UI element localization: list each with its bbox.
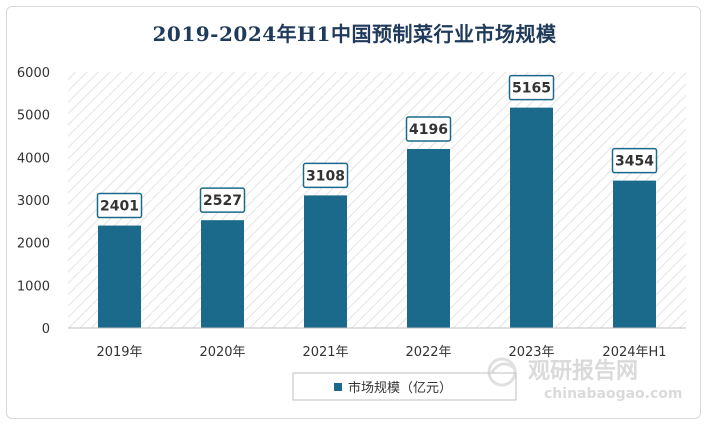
legend: 市场规模（亿元） xyxy=(292,372,517,401)
y-tick-label: 6000 xyxy=(17,66,50,81)
x-tick-label: 2022年 xyxy=(405,345,451,360)
bar xyxy=(304,195,347,328)
data-label: 3454 xyxy=(615,154,654,170)
watermark: 观研报告网 chinabaogao.com xyxy=(487,357,682,402)
data-label-box xyxy=(199,187,246,213)
y-tick-label: 2000 xyxy=(17,237,50,252)
x-tick-label: 2020年 xyxy=(199,345,245,360)
bar xyxy=(407,148,450,328)
y-tick-label: 0 xyxy=(42,322,50,337)
data-label-box xyxy=(405,116,452,142)
legend-swatch xyxy=(334,383,342,391)
y-tick-label: 5000 xyxy=(17,109,50,124)
data-label-box xyxy=(611,147,658,174)
data-label-box xyxy=(96,192,143,219)
bars xyxy=(98,107,656,328)
legend-box xyxy=(292,372,517,401)
watermark-brand: 观研报告网 xyxy=(528,359,638,384)
x-tick-label: 2023年 xyxy=(508,345,554,360)
data-label-box xyxy=(302,162,349,189)
y-tick-label: 3000 xyxy=(17,194,50,209)
chart-title: 2019-2024年H1中国预制菜行业市场规模 xyxy=(152,22,557,46)
plot-area-background xyxy=(68,72,686,328)
legend-label: 市场规模（亿元） xyxy=(348,380,452,396)
watermark-url: chinabaogao.com xyxy=(544,386,682,402)
y-tick-label: 1000 xyxy=(17,279,50,294)
bar xyxy=(613,180,656,328)
bar xyxy=(201,220,244,328)
x-tick-label: 2024年H1 xyxy=(602,345,666,360)
data-label: 5165 xyxy=(512,81,551,97)
y-axis: 0 1000 2000 3000 4000 5000 6000 xyxy=(17,66,50,337)
x-tick-label: 2019年 xyxy=(96,345,142,360)
data-labels: 2401 2527 3108 4196 5165 3454 xyxy=(96,74,658,219)
data-label-box xyxy=(508,74,555,101)
bar xyxy=(510,107,553,328)
x-tick-label: 2021年 xyxy=(302,345,348,360)
watermark-logo-icon xyxy=(487,357,517,387)
y-tick-label: 4000 xyxy=(17,151,50,166)
bar xyxy=(98,225,141,328)
data-label: 2401 xyxy=(100,199,139,215)
x-axis: 2019年 2020年 2021年 2022年 2023年 2024年H1 xyxy=(96,345,666,360)
data-label: 4196 xyxy=(409,122,448,138)
data-label: 2527 xyxy=(203,193,242,209)
data-label: 3108 xyxy=(306,168,345,184)
